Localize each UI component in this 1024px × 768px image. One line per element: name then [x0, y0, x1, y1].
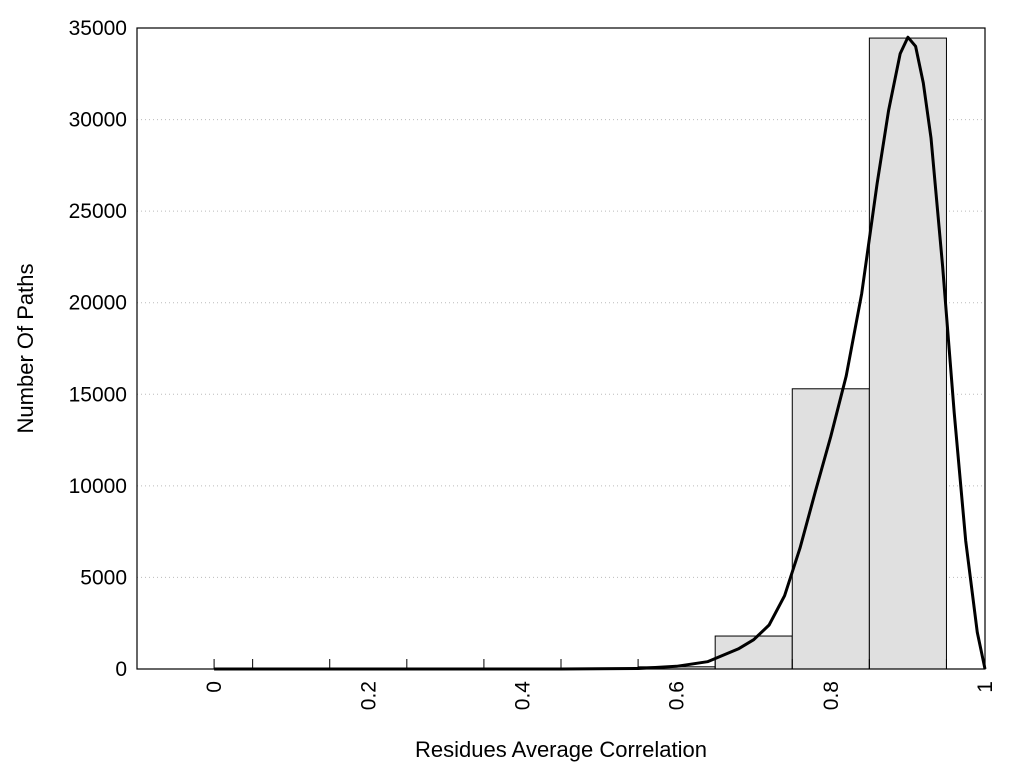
- y-tick-label: 20000: [69, 292, 127, 315]
- x-axis-title: Residues Average Correlation: [415, 737, 707, 762]
- y-tick-label: 15000: [69, 383, 127, 406]
- y-tick-label: 30000: [69, 109, 127, 132]
- y-tick-label: 10000: [69, 475, 127, 498]
- y-tick-label: 35000: [69, 17, 127, 40]
- fit-curve: [214, 35, 987, 671]
- x-tick-label: 1: [974, 681, 997, 693]
- y-tick-label: 0: [115, 658, 127, 681]
- histogram-bar: [868, 37, 947, 670]
- y-axis-title: Number Of Paths: [13, 264, 38, 434]
- y-tick-label: 5000: [80, 566, 127, 589]
- grid-lines: [137, 119, 985, 578]
- axis-ticks: 0 5000 10000 15000 20000 25000 30000 35000 0 0.2 0…: [69, 17, 997, 710]
- x-tick-label: 0.8: [820, 681, 843, 710]
- fit-curve-layer: [214, 35, 987, 671]
- histogram-bars: [560, 37, 947, 670]
- x-tick-label: 0: [203, 681, 226, 693]
- y-tick-label: 25000: [69, 200, 127, 223]
- x-tick-label: 0.6: [666, 681, 689, 710]
- x-tick-label: 0.4: [511, 681, 534, 711]
- x-tick-label: 0.2: [357, 681, 380, 710]
